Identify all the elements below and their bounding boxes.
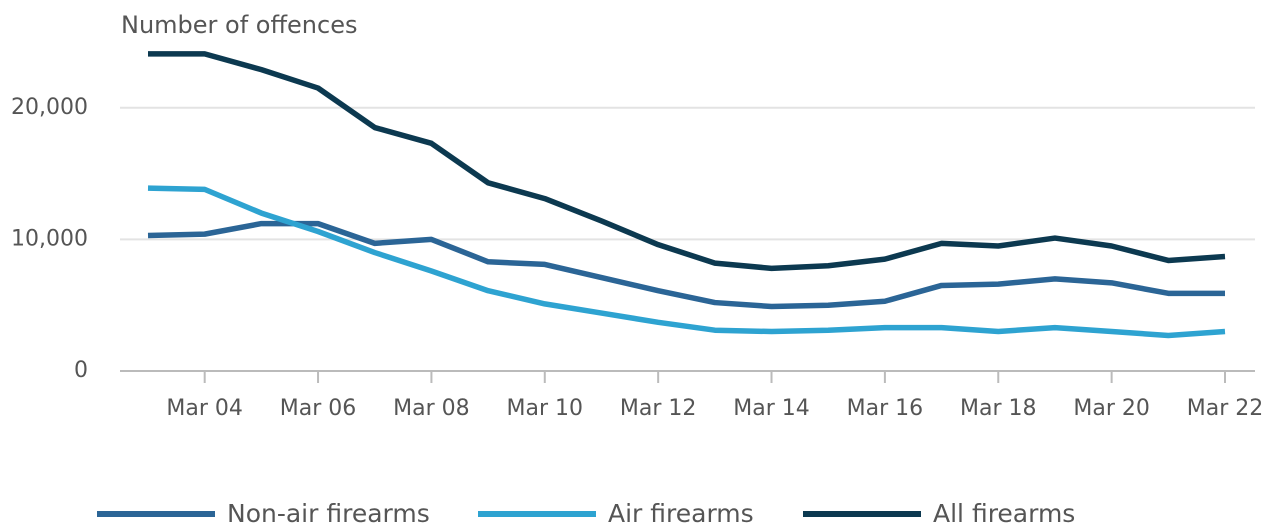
legend-label: All firearms [933,499,1075,526]
x-tick-label: Mar 18 [960,396,1037,421]
y-tick-label: 10,000 [11,226,88,251]
y-tick-label: 0 [74,358,88,383]
line-series [147,220,1225,310]
x-tick-label: Mar 22 [1187,396,1264,421]
x-tick-label: Mar 12 [620,396,697,421]
y-axis-title: Number of offences [121,11,357,39]
x-tick-label: Mar 08 [393,396,470,421]
x-tick-label: Mar 04 [166,396,243,421]
line-series [147,185,1226,339]
x-tick-label: Mar 06 [280,396,357,421]
x-tick-label: Mar 10 [507,396,584,421]
x-tick-label: Mar 14 [733,396,810,421]
line-series [148,51,1226,272]
x-tick-label: Mar 20 [1073,396,1150,421]
y-tick-label: 20,000 [11,95,88,120]
x-tick-label: Mar 16 [847,396,924,421]
legend-label: Air firearms [608,499,754,526]
legend-label: Non-air firearms [227,499,430,526]
